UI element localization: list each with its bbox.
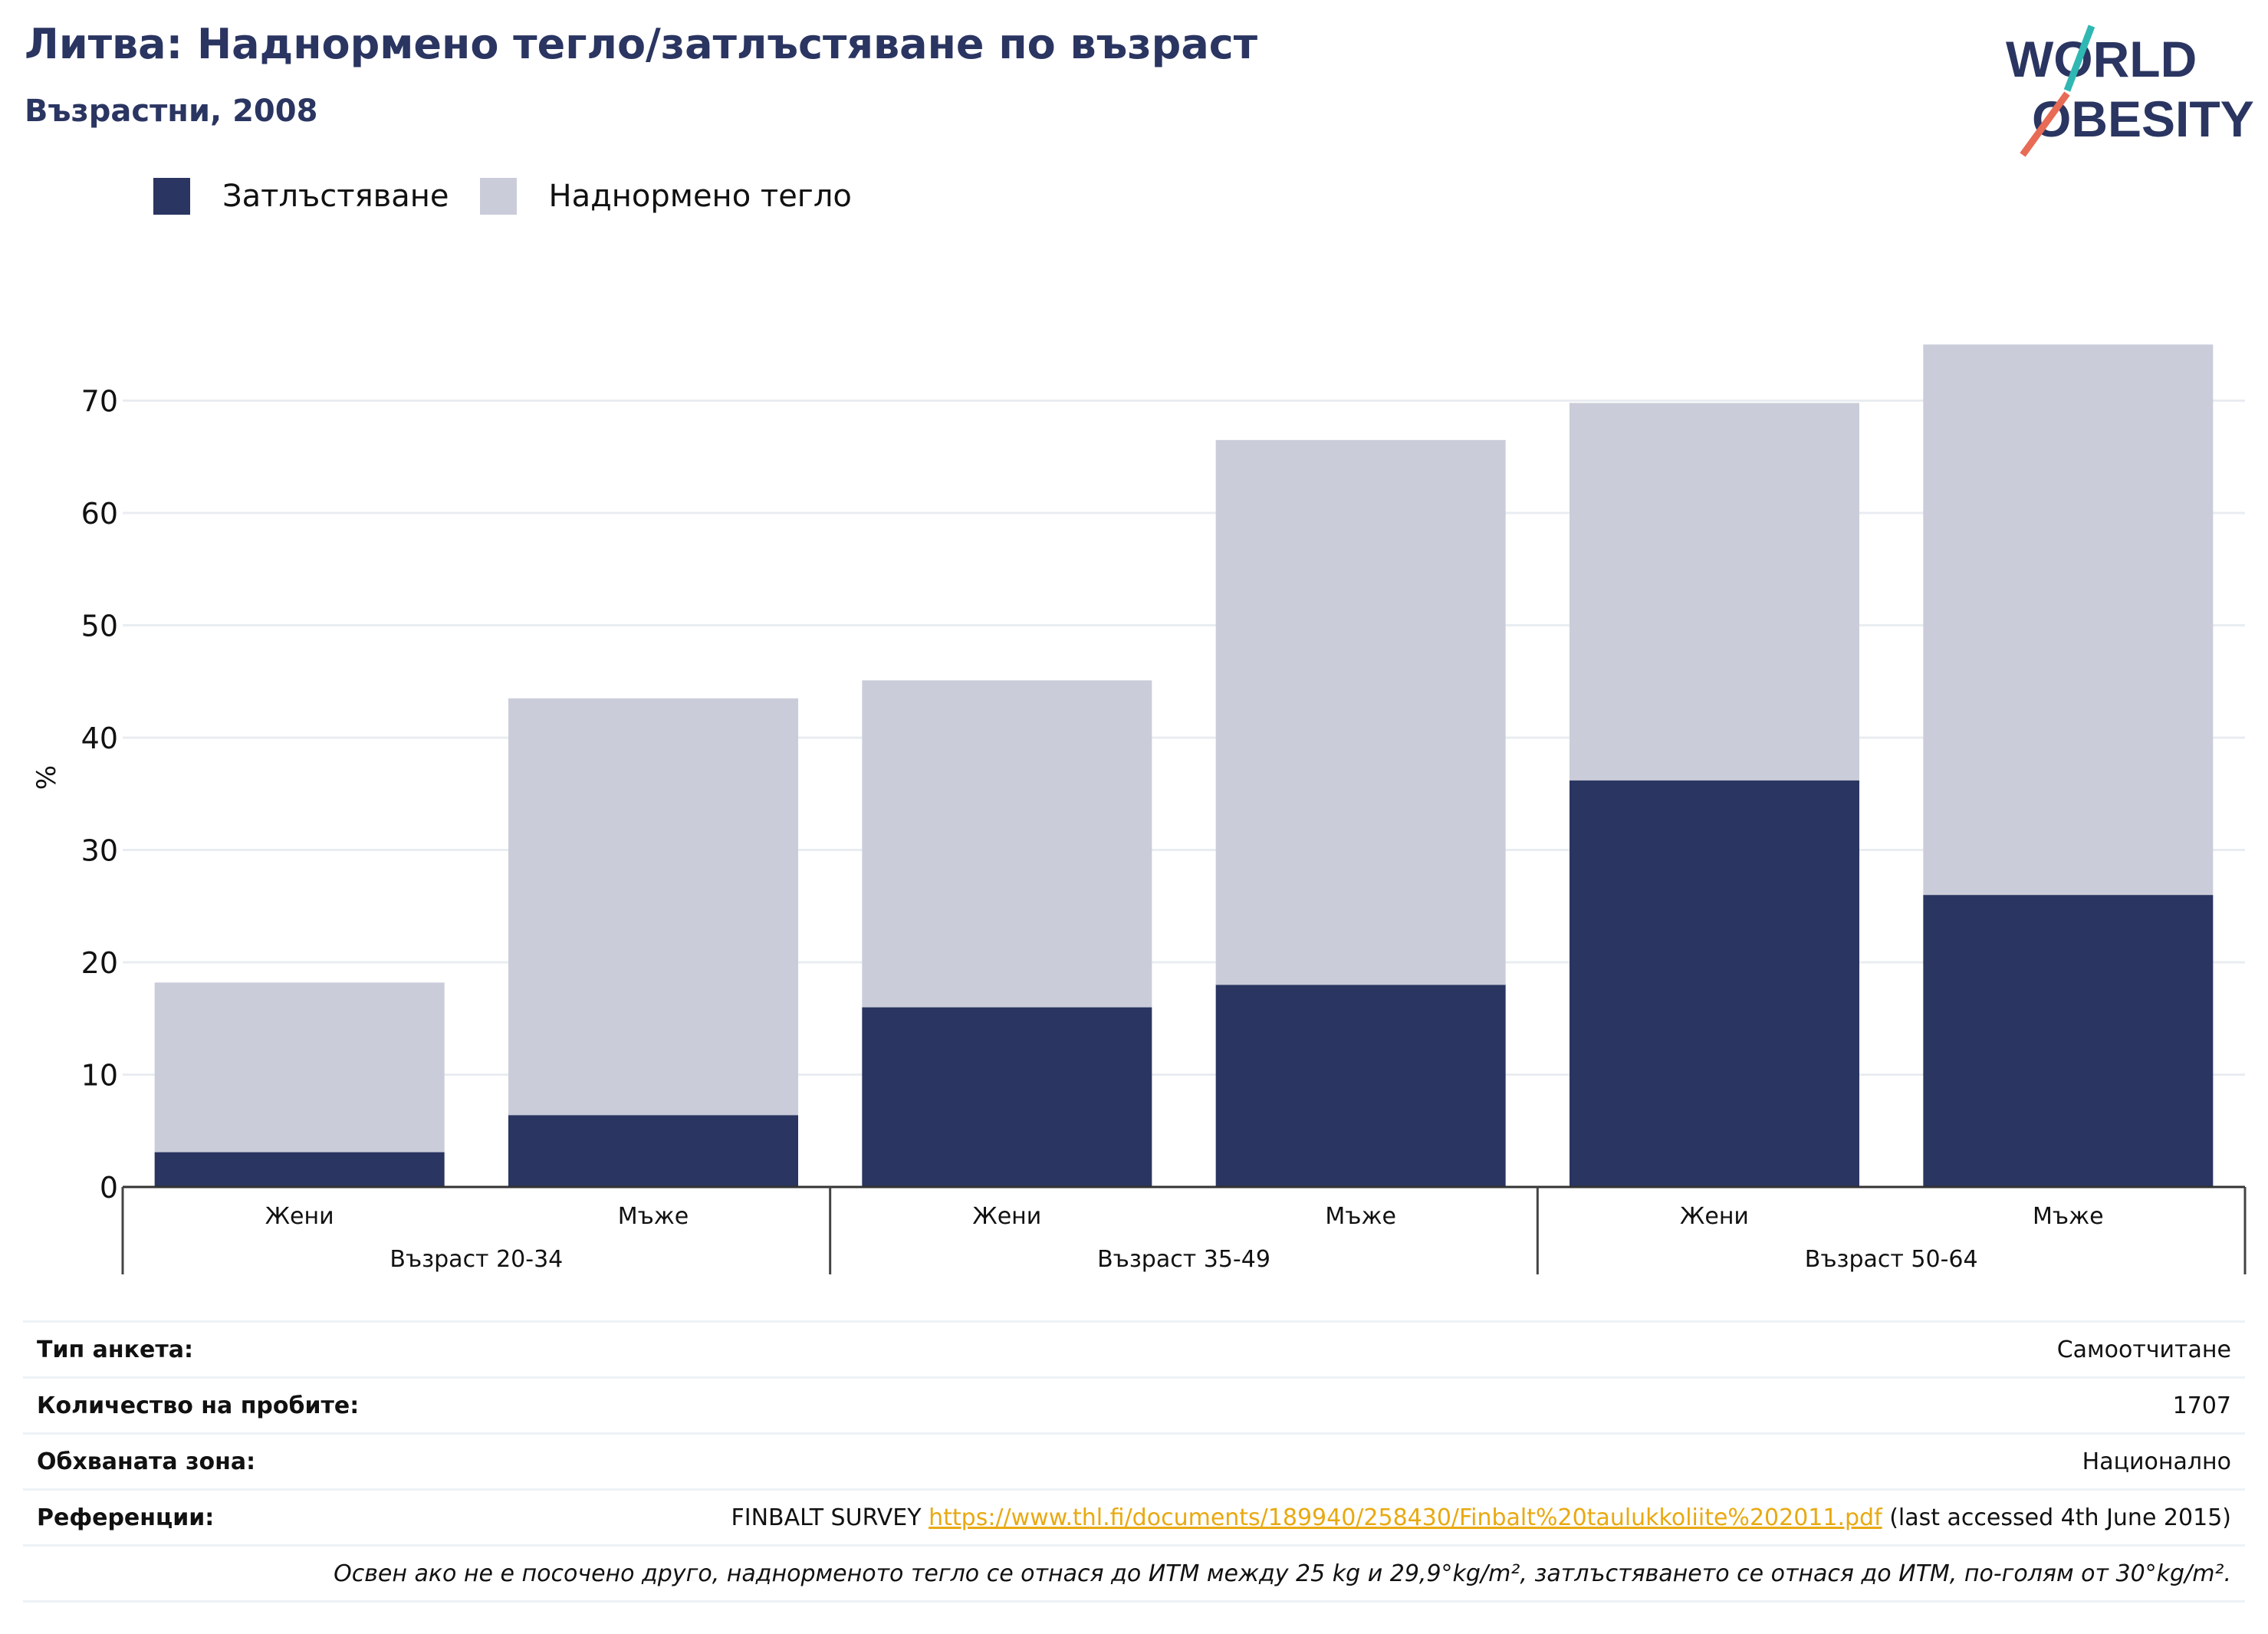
info-row-area: Обхваната зона: Национално <box>23 1432 2245 1488</box>
chart-subtitle: Възрастни, 2008 <box>25 94 318 129</box>
y-tick-label: 60 <box>81 497 118 531</box>
bar-obesity <box>1570 780 1859 1187</box>
definition-note: Освен ако не е посочено друго, наднормен… <box>334 1560 2231 1587</box>
x-category-label: Мъже <box>1325 1203 1396 1230</box>
y-tick-label: 10 <box>81 1059 118 1093</box>
references-suffix: (last accessed 4th June 2015) <box>1882 1504 2231 1531</box>
references-prefix: FINBALT SURVEY <box>731 1504 929 1531</box>
legend-swatch-obesity <box>153 178 190 215</box>
bar-overweight <box>862 680 1152 1008</box>
info-row-sample-size: Количество на пробите: 1707 <box>23 1376 2245 1432</box>
logo-line1: WORLD <box>2006 31 2197 87</box>
sample-size-label: Количество на пробите: <box>37 1392 360 1419</box>
x-group-label: Възраст 50-64 <box>1805 1246 1978 1273</box>
survey-info-table: Тип анкета: Самоотчитане Количество на п… <box>23 1320 2245 1603</box>
chart-title: Литва: Наднормено тегло/затлъстяване по … <box>25 20 1258 68</box>
info-row-references: Референции: FINBALT SURVEY https://www.t… <box>23 1488 2245 1544</box>
area-value: Национално <box>2082 1448 2231 1475</box>
x-category-label: Мъже <box>618 1203 689 1230</box>
y-tick-label: 20 <box>81 946 118 980</box>
bar-obesity <box>862 1007 1152 1187</box>
info-row-survey-type: Тип анкета: Самоотчитане <box>23 1320 2245 1376</box>
bar-obesity <box>1215 985 1506 1187</box>
y-tick-label: 40 <box>81 722 118 755</box>
info-row-note: Освен ако не е посочено друго, наднормен… <box>23 1544 2245 1603</box>
bar-obesity <box>154 1152 445 1187</box>
bar-overweight <box>154 982 445 1152</box>
x-category-label: Жени <box>1680 1203 1749 1230</box>
survey-type-value: Самоотчитане <box>2056 1336 2231 1363</box>
area-label: Обхваната зона: <box>37 1448 256 1475</box>
x-category-label: Мъже <box>2033 1203 2104 1230</box>
logo-slash-coral-icon <box>2020 91 2070 157</box>
references-link[interactable]: https://www.thl.fi/documents/189940/2584… <box>929 1504 1882 1531</box>
logo-line2: OBESITY <box>2032 90 2254 147</box>
bar-overweight <box>1923 344 2214 896</box>
legend-label-overweight: Наднормено тегло <box>548 179 852 214</box>
bar-obesity <box>508 1115 798 1187</box>
x-category-label: Жени <box>265 1203 334 1230</box>
bar-overweight <box>508 698 798 1116</box>
y-tick-label: 0 <box>100 1171 118 1205</box>
bar-overweight <box>1215 439 1506 985</box>
bar-overweight <box>1570 403 1859 781</box>
x-group-label: Възраст 20-34 <box>390 1246 563 1273</box>
references-value: FINBALT SURVEY https://www.thl.fi/docume… <box>731 1504 2231 1531</box>
legend-item-overweight: Наднормено тегло <box>479 178 852 215</box>
logo-slash-teal-icon <box>2063 25 2095 92</box>
y-tick-label: 70 <box>81 385 118 419</box>
bar-obesity <box>1923 895 2214 1187</box>
chart-legend: Затлъстяване Наднормено тегло <box>153 176 883 216</box>
x-group-label: Възраст 35-49 <box>1097 1246 1270 1273</box>
y-tick-label: 50 <box>81 610 118 643</box>
y-tick-label: 30 <box>81 834 118 868</box>
legend-item-obesity: Затлъстяване <box>153 178 449 215</box>
sample-size-value: 1707 <box>2172 1392 2231 1419</box>
y-axis-label: % <box>31 765 62 790</box>
references-label: Референции: <box>37 1504 215 1531</box>
legend-label-obesity: Затлъстяване <box>222 179 449 214</box>
survey-type-label: Тип анкета: <box>37 1336 193 1363</box>
legend-swatch-overweight <box>479 178 517 215</box>
world-obesity-logo: WORLD OBESITY <box>2006 25 2254 157</box>
stacked-bar-chart: 0 10 20 30 40 50 60 70% Жени Мъже Жени Мъже Жени Мъже… <box>31 344 2247 1274</box>
x-category-label: Жени <box>972 1203 1041 1230</box>
